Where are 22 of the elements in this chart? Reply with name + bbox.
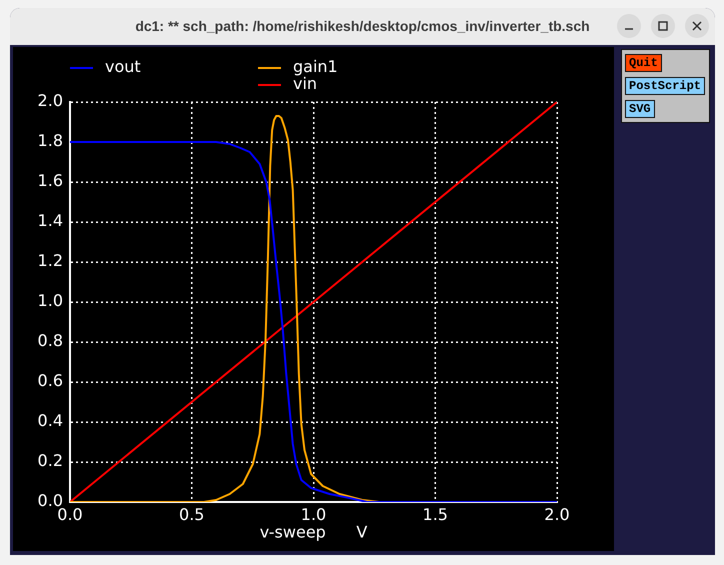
y-tick-label: 2.0 bbox=[38, 91, 63, 110]
y-tick-label: 1.8 bbox=[38, 131, 63, 150]
y-tick-label: 1.4 bbox=[38, 211, 63, 230]
y-tick-label: 0.8 bbox=[38, 331, 63, 350]
legend-label: vin bbox=[293, 74, 318, 94]
legend-label: gain1 bbox=[293, 57, 338, 76]
y-tick-label: 1.6 bbox=[38, 171, 63, 190]
y-tick-label: 0.2 bbox=[38, 451, 63, 470]
y-tick-label: 0.4 bbox=[38, 411, 63, 430]
x-tick-label: 1.0 bbox=[300, 504, 326, 524]
x-tick-label: 2.0 bbox=[544, 504, 570, 524]
y-tick-label: 0.6 bbox=[38, 371, 63, 390]
y-tick-label: 1.0 bbox=[38, 291, 63, 310]
y-tick-label: 1.2 bbox=[38, 251, 63, 270]
button: SVG bbox=[625, 100, 655, 118]
chart-title: dc1: ** sch_path: /home/rishikesh/desktop/cmos_inv/inverter_tb.sch bbox=[134, 17, 591, 35]
x-tick-label: 0.5 bbox=[179, 504, 204, 524]
button: Quit bbox=[625, 54, 662, 72]
legend-label: vout bbox=[105, 57, 141, 76]
x-tick-label: 1.5 bbox=[422, 504, 448, 524]
x-axis-title: v-sweep V bbox=[260, 522, 368, 542]
button: PostScript bbox=[625, 77, 706, 95]
